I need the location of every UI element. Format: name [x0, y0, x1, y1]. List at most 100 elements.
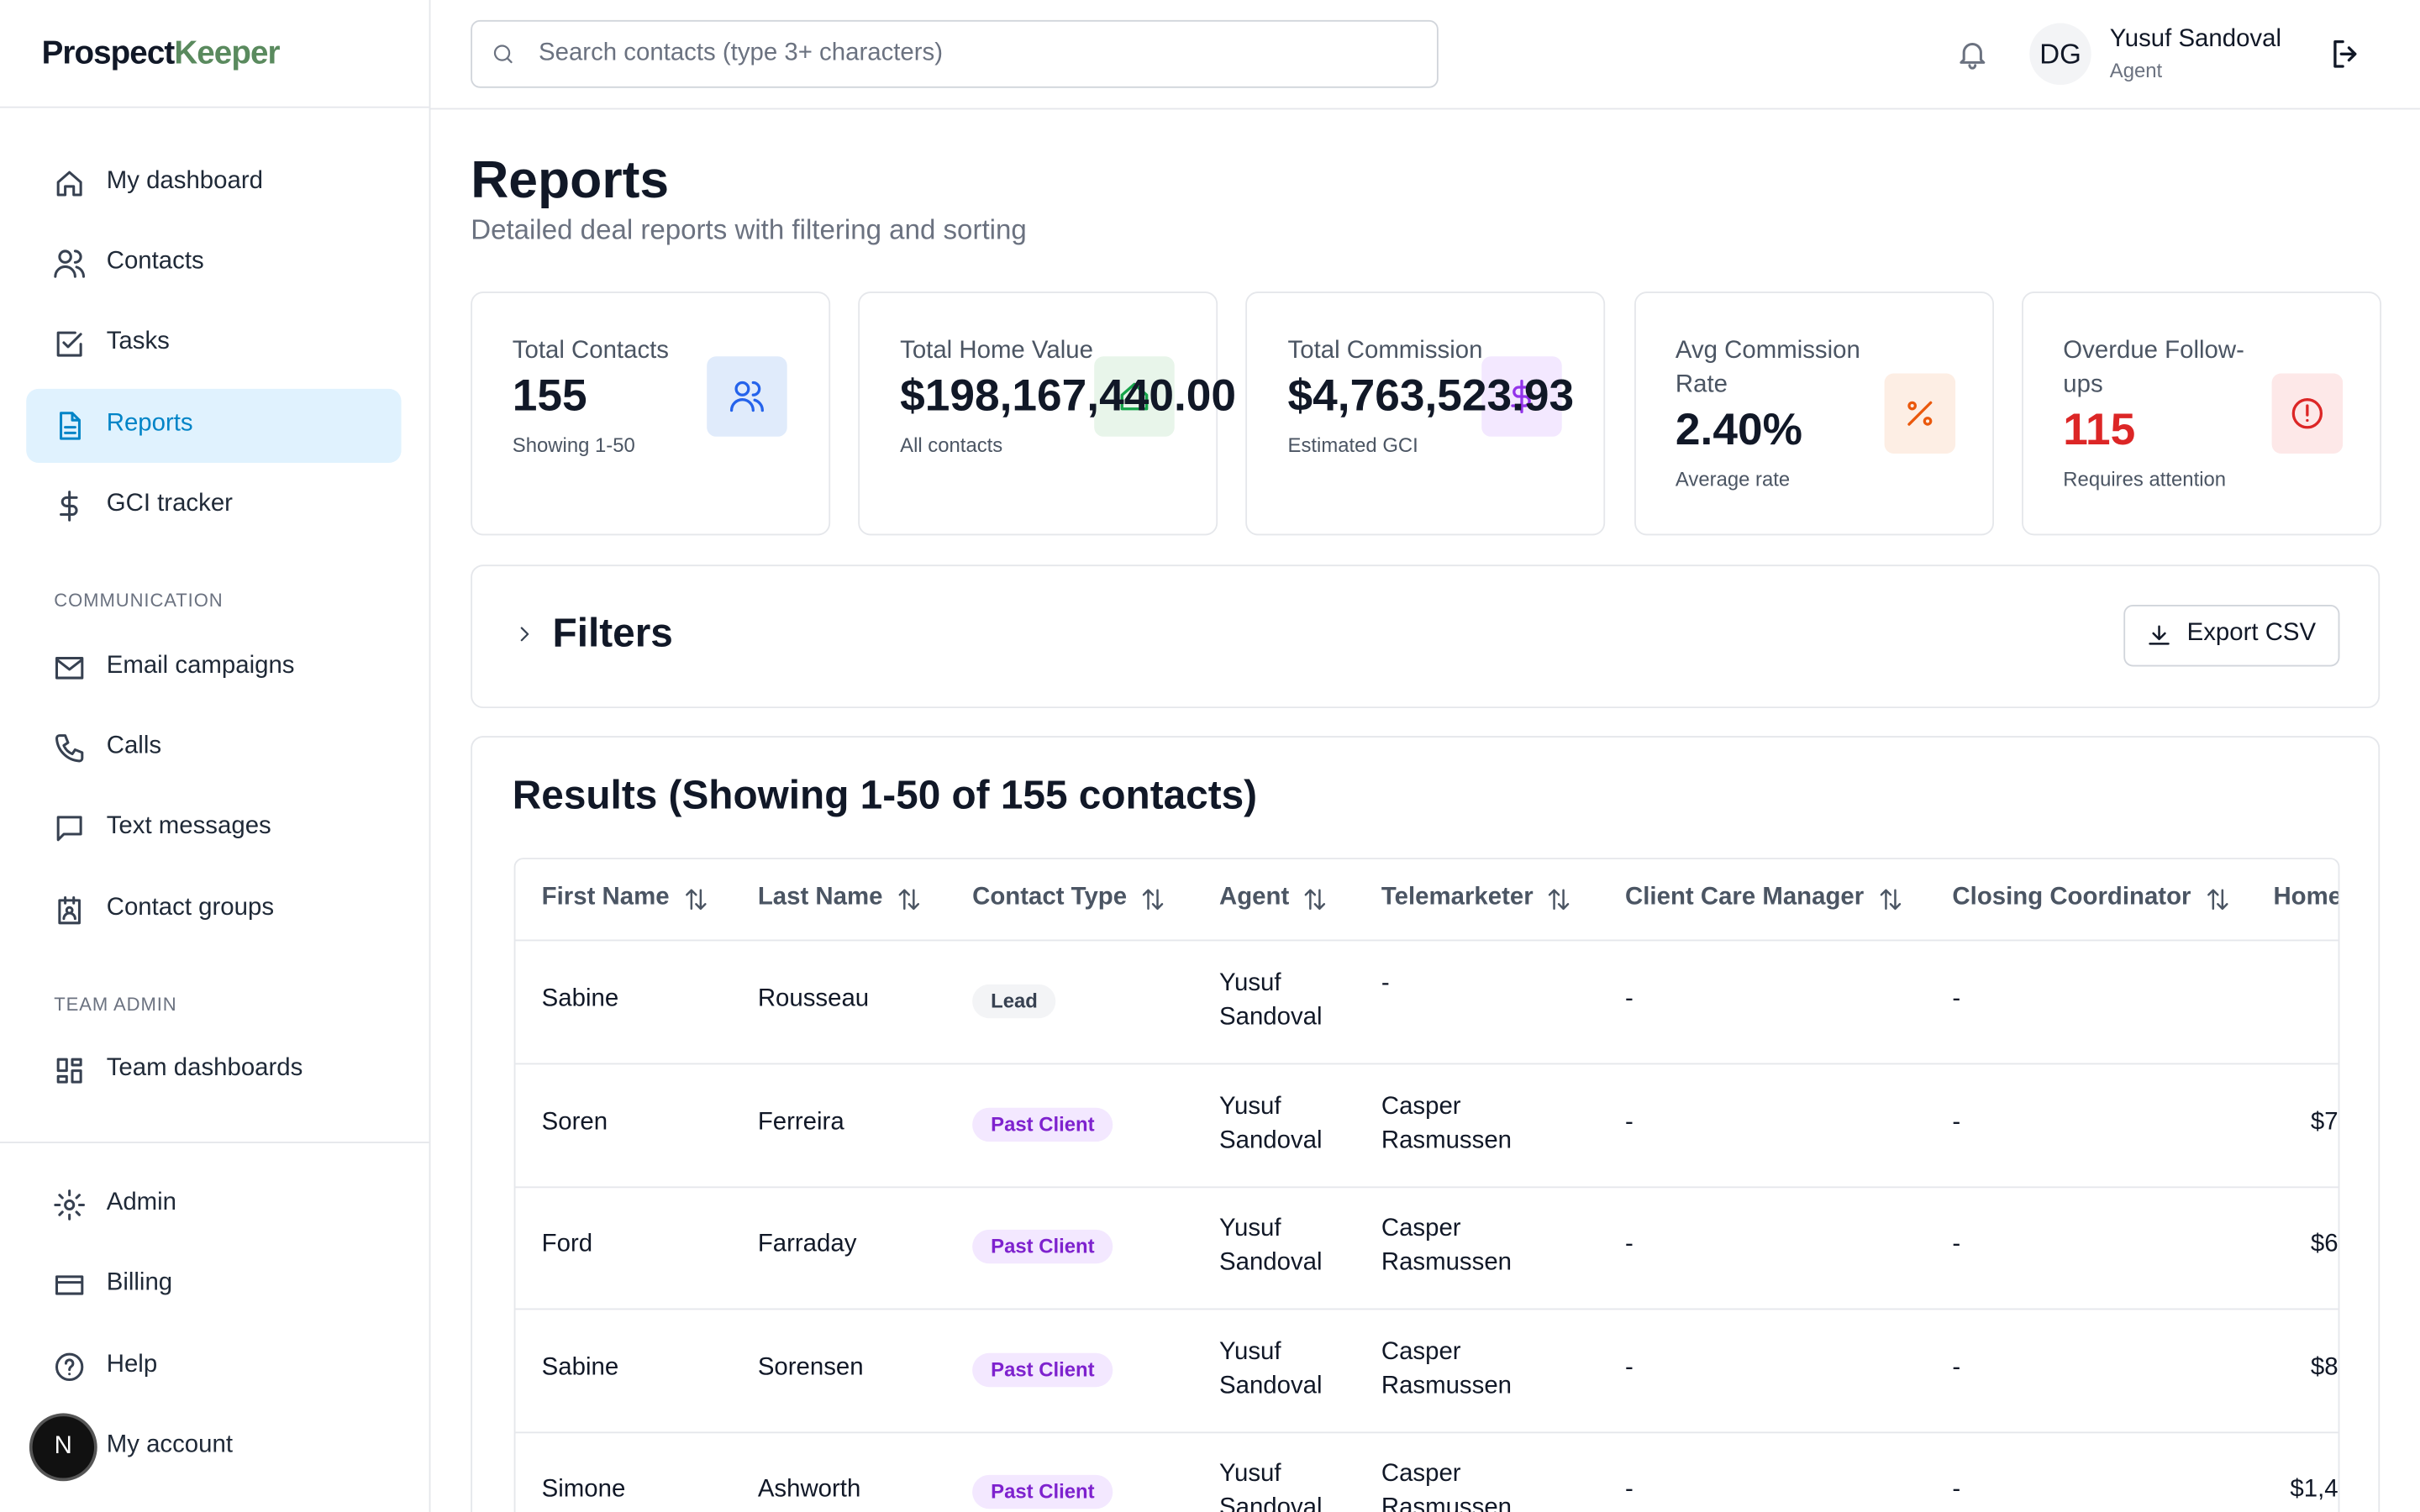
- type-badge: Past Client: [972, 1106, 1113, 1142]
- column-header[interactable]: Agent: [1218, 884, 1290, 911]
- stat-note: All contacts: [900, 433, 1003, 457]
- icon: [1907, 401, 1932, 426]
- divider: [0, 1142, 429, 1143]
- table-cell: -: [1625, 1476, 1634, 1503]
- stat-value: 155: [512, 371, 587, 422]
- bell-icon[interactable]: [1955, 37, 1989, 71]
- table-cell: Rousseau: [757, 985, 870, 1012]
- stat-label: Overdue Follow-ups: [2063, 338, 2244, 398]
- column-header[interactable]: Contact Type: [972, 884, 1128, 911]
- nav-active-bg[interactable]: [26, 388, 402, 464]
- search-icon: [493, 45, 513, 64]
- column-header[interactable]: Home: [2273, 884, 2340, 911]
- export-label[interactable]: Export CSV: [2186, 620, 2317, 647]
- nav-item[interactable]: Help: [106, 1351, 158, 1378]
- export-button[interactable]: [2123, 604, 2340, 667]
- sort-icon[interactable]: [1139, 885, 1167, 913]
- logout-icon[interactable]: [2328, 35, 2365, 72]
- nav-item[interactable]: GCI tracker: [106, 491, 233, 517]
- filters-card: [471, 564, 2381, 709]
- row-divider: [515, 1431, 2338, 1433]
- row-divider: [515, 1308, 2338, 1310]
- sort-icon[interactable]: [1876, 885, 1904, 913]
- stat-card: [1245, 291, 1606, 536]
- stat-note: Estimated GCI: [1287, 433, 1418, 457]
- search-box[interactable]: [471, 19, 1439, 88]
- stat-icon-bg: [1094, 356, 1176, 437]
- stat-value: $198,167,440.00: [900, 371, 1237, 422]
- column-header[interactable]: Client Care Manager: [1625, 884, 1865, 911]
- logo-a: Prospect: [41, 35, 176, 71]
- stat-label: Total Home Value: [900, 338, 1093, 365]
- table-cell: $7: [2310, 1108, 2338, 1135]
- table-cell: -: [1625, 1353, 1634, 1380]
- nav-item[interactable]: Billing: [106, 1269, 173, 1296]
- row-divider: [515, 1185, 2338, 1188]
- sort-icon[interactable]: [1545, 885, 1573, 913]
- nav-item[interactable]: Contact groups: [106, 895, 275, 921]
- column-header[interactable]: First Name: [541, 884, 670, 911]
- type-badge: Past Client: [972, 1474, 1113, 1509]
- type-badge: Lead: [972, 984, 1056, 1019]
- table-cell: $8: [2310, 1353, 2338, 1380]
- table-cell: -: [1952, 1108, 1961, 1135]
- icon: [1120, 382, 1149, 411]
- icon: [60, 412, 81, 440]
- sort-icon[interactable]: [681, 885, 709, 913]
- page-subtitle: Detailed deal reports with filtering and…: [471, 214, 1027, 246]
- table-cell: Yusuf Sandoval: [1218, 1093, 1323, 1153]
- results-card: [471, 736, 2381, 1512]
- table-cell: -: [1952, 1231, 1961, 1257]
- stat-note: Showing 1-50: [512, 433, 635, 457]
- nav-item[interactable]: Contacts: [106, 248, 204, 275]
- filters-title[interactable]: Filters: [552, 609, 673, 656]
- chevron[interactable]: [513, 622, 537, 646]
- column-header[interactable]: Telemarketer: [1381, 884, 1534, 911]
- stat-value: $4,763,523.93: [1287, 371, 1575, 422]
- page-title: Reports: [471, 150, 670, 210]
- table-cell: Casper Rasmussen: [1381, 1093, 1512, 1153]
- type-badge: Past Client: [972, 1352, 1113, 1387]
- icon: [56, 171, 82, 197]
- icon: [55, 656, 84, 680]
- icon: [1512, 380, 1532, 414]
- table-cell: Casper Rasmussen: [1381, 1461, 1512, 1512]
- table-cell: Ford: [541, 1231, 593, 1257]
- row-divider: [515, 1063, 2338, 1065]
- table-cell: -: [1952, 985, 1961, 1012]
- icon: [729, 381, 764, 412]
- table-cell: Sabine: [541, 985, 619, 1012]
- icon: [56, 331, 82, 357]
- stat-value: 2.40%: [1675, 406, 1802, 455]
- account-avatar[interactable]: N: [32, 1416, 95, 1478]
- table-cell: Casper Rasmussen: [1381, 1338, 1512, 1399]
- column-header[interactable]: Last Name: [757, 884, 883, 911]
- icon: [60, 491, 78, 522]
- nav-item[interactable]: My account: [106, 1431, 233, 1458]
- sort-icon[interactable]: [2203, 885, 2231, 913]
- nav-item[interactable]: Email campaigns: [106, 652, 295, 680]
- nav-section-label: TEAM ADMIN: [54, 993, 177, 1016]
- stat-card: [2021, 291, 2381, 536]
- download-icon: [2149, 625, 2170, 645]
- nav-item[interactable]: Team dashboards: [106, 1055, 303, 1082]
- sort-icon[interactable]: [895, 885, 923, 913]
- table-cell: $1,4: [2290, 1476, 2338, 1503]
- table-cell: -: [1625, 985, 1634, 1012]
- table-cell: Soren: [541, 1108, 608, 1135]
- icon: [55, 1275, 84, 1295]
- sort-icon[interactable]: [1302, 885, 1329, 913]
- nav-item[interactable]: Admin: [106, 1189, 177, 1216]
- column-header[interactable]: Closing Coordinator: [1952, 884, 2191, 911]
- table-cell: -: [1625, 1231, 1634, 1257]
- divider: [0, 106, 429, 108]
- stat-value: 115: [2063, 406, 2136, 455]
- nav-item[interactable]: Calls: [106, 732, 162, 759]
- nav-item[interactable]: Text messages: [106, 812, 271, 840]
- stat-label: Total Contacts: [512, 338, 670, 365]
- nav-item[interactable]: Reports: [106, 410, 193, 437]
- nav-item[interactable]: My dashboard: [106, 168, 263, 195]
- user-avatar[interactable]: DG: [2029, 23, 2091, 86]
- nav-item[interactable]: Tasks: [106, 328, 170, 355]
